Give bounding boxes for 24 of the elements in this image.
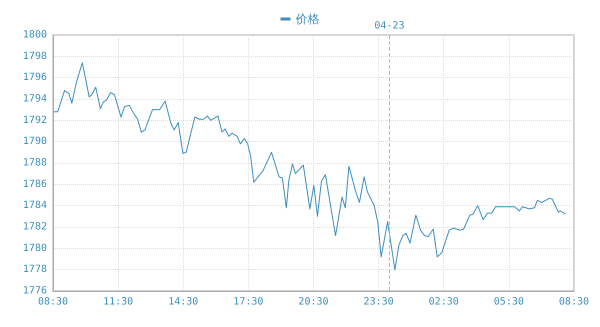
y-tick-label: 1786 <box>22 178 47 190</box>
y-tick-label: 1784 <box>22 200 47 212</box>
x-tick-label: 17:30 <box>233 296 264 308</box>
y-tick-label: 1794 <box>22 94 47 104</box>
ref-line-label: 04-23 <box>374 20 404 32</box>
x-tick-label: 11:30 <box>103 296 134 308</box>
x-tick-label: 08:30 <box>38 296 68 308</box>
y-tick-label: 1776 <box>22 286 47 296</box>
y-tick-label: 1782 <box>22 222 47 232</box>
x-tick-label: 14:30 <box>168 296 198 308</box>
x-tick-label: 08:30 <box>558 296 590 308</box>
y-tick-label: 1790 <box>22 136 47 148</box>
y-tick-label: 1798 <box>22 50 47 62</box>
legend-label: 价格 <box>294 12 320 26</box>
y-tick-label: 1778 <box>22 264 47 276</box>
y-tick-label: 1792 <box>22 114 47 126</box>
y-tick-label: 1788 <box>22 158 47 168</box>
x-tick-label: 02:30 <box>428 296 459 308</box>
y-tick-label: 1780 <box>22 242 47 254</box>
x-tick-label: 05:30 <box>494 296 524 308</box>
y-tick-label: 1796 <box>22 72 47 84</box>
x-tick-label: 23:30 <box>364 296 394 308</box>
y-tick-label: 1800 <box>22 30 47 40</box>
x-tick-label: 20:30 <box>298 296 329 308</box>
